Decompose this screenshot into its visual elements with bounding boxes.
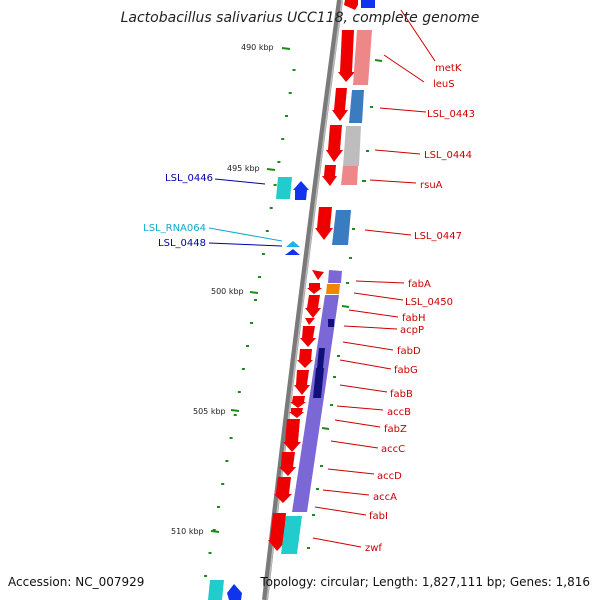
- cds-bottom-cyan[interactable]: [208, 580, 224, 600]
- label-fabI[interactable]: fabI: [369, 511, 388, 522]
- topology-label: Topology: circular; Length: 1,827,111 bp…: [260, 575, 590, 589]
- forward-genes: [268, 0, 358, 551]
- tick-label-505: 505 kbp: [193, 407, 226, 416]
- label-LSL_RNA064[interactable]: LSL_RNA064: [143, 223, 206, 234]
- accession-label: Accession: NC_007929: [8, 575, 145, 589]
- gene-arrow-acpP[interactable]: [305, 318, 315, 325]
- cds-LSL_0444[interactable]: [343, 126, 361, 166]
- scale-ticks: 490 kbp 495 kbp 500 kbp 505 kbp 510 kbp: [171, 43, 291, 536]
- leader-LSL_0448: [208, 242, 283, 247]
- reverse-genes: [208, 177, 309, 600]
- gene-arrow-LSL_0446[interactable]: [293, 181, 309, 200]
- tick-label-500: 500 kbp: [211, 287, 244, 296]
- label-metK[interactable]: metK: [435, 63, 462, 74]
- gene-arrow-fabZ[interactable]: [289, 408, 304, 418]
- cds-fabD-dark[interactable]: [317, 348, 325, 368]
- gene-arrow-top[interactable]: [344, 0, 358, 10]
- gene-arrow-fabB[interactable]: [294, 370, 310, 395]
- gene-arrow-fabI[interactable]: [268, 513, 287, 551]
- cds-LSL_0443[interactable]: [349, 90, 364, 123]
- genome-backbone: [262, 0, 343, 600]
- label-LSL_0444[interactable]: LSL_0444: [424, 150, 472, 161]
- label-fabH[interactable]: fabH: [402, 313, 426, 324]
- gene-arrow-leuS-region[interactable]: [332, 88, 348, 121]
- gene-arrow-accB[interactable]: [290, 396, 306, 408]
- label-fabA[interactable]: fabA: [408, 279, 431, 290]
- label-LSL_0446[interactable]: LSL_0446: [165, 173, 213, 184]
- inner-ticks: [307, 59, 383, 549]
- cds-features: [281, 0, 375, 554]
- label-LSL_0450[interactable]: LSL_0450: [405, 297, 453, 308]
- genome-backbone-highlight: [266, 0, 343, 600]
- rna-LSL_RNA064[interactable]: [286, 241, 300, 247]
- gene-arrow-LSL_0448[interactable]: [285, 249, 300, 255]
- label-leuS[interactable]: leuS: [433, 79, 455, 90]
- tick-dots: [204, 69, 296, 577]
- cds-LSL_0450[interactable]: [326, 284, 340, 294]
- cds-operon-band[interactable]: [292, 295, 339, 512]
- cds-acpP-dark[interactable]: [328, 319, 334, 327]
- label-accB[interactable]: accB: [387, 407, 411, 418]
- cds-fabG-dark[interactable]: [313, 368, 324, 398]
- cds-fabA[interactable]: [328, 270, 342, 283]
- tick-label-495: 495 kbp: [227, 164, 260, 173]
- label-accA[interactable]: accA: [373, 492, 397, 503]
- tick-mark-500: [249, 291, 259, 294]
- gene-arrow-fabA[interactable]: [312, 270, 324, 280]
- label-zwf[interactable]: zwf: [365, 543, 382, 554]
- label-leaders-right: [312, 9, 436, 548]
- cds-metK[interactable]: [353, 30, 372, 85]
- cds-zwf[interactable]: [281, 516, 302, 554]
- label-LSL_0448[interactable]: LSL_0448: [158, 238, 206, 249]
- cds-LSL_0447[interactable]: [332, 210, 351, 245]
- label-LSL_0443[interactable]: LSL_0443: [427, 109, 475, 120]
- cds-rsuA[interactable]: [341, 166, 358, 185]
- gene-arrow-accD[interactable]: [279, 452, 296, 476]
- gene-arrow-LSL_0443[interactable]: [326, 125, 343, 162]
- tick-mark-495: [266, 168, 276, 171]
- label-acpP[interactable]: acpP: [400, 325, 424, 336]
- gene-labels-right: metK leuS LSL_0443 LSL_0444 rsuA LSL_044…: [365, 63, 475, 554]
- label-rsuA[interactable]: rsuA: [420, 180, 443, 191]
- cds-top-blue[interactable]: [361, 0, 375, 8]
- gene-arrow-accC[interactable]: [283, 419, 301, 452]
- tick-label-510: 510 kbp: [171, 527, 204, 536]
- tick-label-490: 490 kbp: [241, 43, 274, 52]
- map-title: Lactobacillus salivarius UCC118, complet…: [120, 10, 480, 26]
- label-fabZ[interactable]: fabZ: [384, 424, 407, 435]
- gene-arrow-accA[interactable]: [274, 477, 292, 503]
- gene-arrow-LSL_0444[interactable]: [322, 165, 337, 186]
- leader-LSL_0446: [214, 178, 266, 185]
- label-LSL_0447[interactable]: LSL_0447: [414, 231, 462, 242]
- gene-arrow-fabD[interactable]: [300, 326, 316, 347]
- gene-arrow-LSL_0447[interactable]: [315, 207, 333, 240]
- cds-LSL_0446[interactable]: [276, 177, 292, 199]
- label-fabG[interactable]: fabG: [394, 365, 418, 376]
- leader-LSL_RNA064: [208, 227, 283, 242]
- label-accC[interactable]: accC: [381, 444, 405, 455]
- gene-arrow-bottom-blue[interactable]: [227, 584, 242, 600]
- label-fabD[interactable]: fabD: [397, 346, 421, 357]
- tick-mark-510: [210, 530, 220, 533]
- label-accD[interactable]: accD: [377, 471, 402, 482]
- tick-mark-505: [230, 409, 240, 412]
- gene-arrow-metK[interactable]: [338, 30, 355, 82]
- label-fabB[interactable]: fabB: [390, 389, 413, 400]
- gene-arrow-LSL_0450[interactable]: [307, 283, 322, 294]
- gene-arrow-fabH[interactable]: [305, 295, 321, 318]
- gene-arrow-fabG[interactable]: [297, 349, 313, 368]
- tick-mark-490: [281, 47, 291, 50]
